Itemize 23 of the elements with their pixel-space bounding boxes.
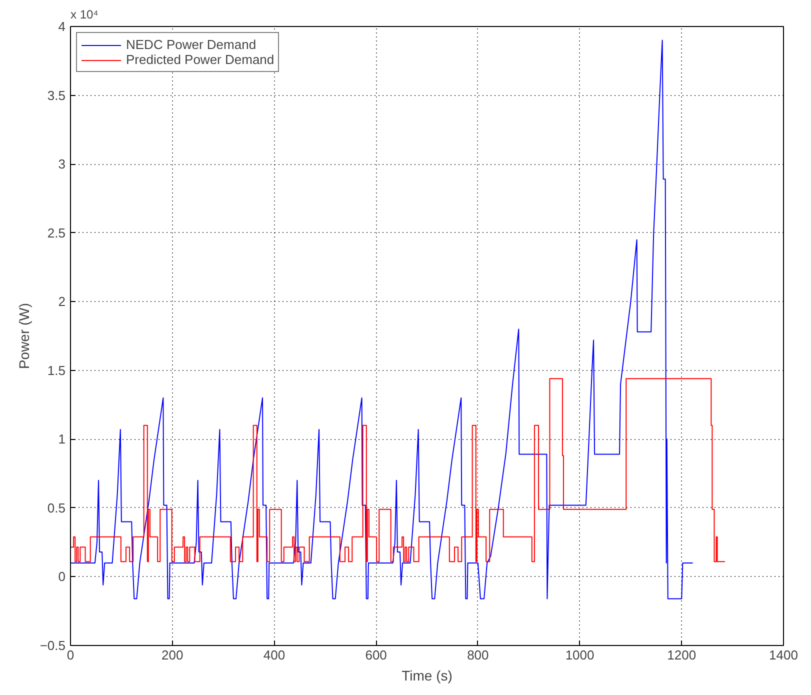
x-tick-label: 600 <box>365 648 387 662</box>
y-tick-label: 3.5 <box>47 88 66 103</box>
y-tick-label: 0 <box>58 569 66 584</box>
x-tick-label: 400 <box>263 648 286 662</box>
x-tick-label: 800 <box>467 648 489 662</box>
y-axis-title: Power (W) <box>16 302 32 370</box>
y-tick-label: 3 <box>58 156 66 172</box>
y-tick-label: 0.5 <box>47 500 66 516</box>
x-tick-label: 1400 <box>769 648 798 662</box>
x-axis-title: Time (s) <box>402 668 452 684</box>
x-tick-label: 1200 <box>667 648 696 662</box>
y-tick-label: 2 <box>58 294 66 310</box>
line-series <box>70 40 694 600</box>
y-tick-label: −0.5 <box>40 638 66 653</box>
legend-label: NEDC Power Demand <box>126 37 256 52</box>
x-tick-label: 200 <box>162 648 184 662</box>
y-tick-label: 1.5 <box>47 362 66 378</box>
x-tick-label: 1000 <box>565 648 594 662</box>
y-tick-label: 2.5 <box>47 225 66 240</box>
y-tick-label: 1 <box>58 432 66 447</box>
text: x 10⁴ <box>70 8 98 22</box>
y-tick-label: 4 <box>58 19 66 34</box>
legend-label: Predicted Power Demand <box>126 52 274 67</box>
